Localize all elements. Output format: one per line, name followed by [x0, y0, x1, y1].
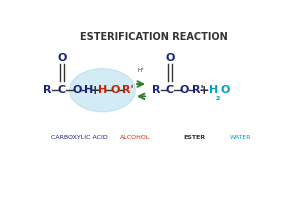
- Text: O: O: [165, 53, 175, 63]
- Text: H⁺: H⁺: [137, 68, 145, 73]
- Ellipse shape: [70, 69, 135, 112]
- Text: ESTER: ESTER: [183, 135, 206, 140]
- Text: ALCOHOL: ALCOHOL: [120, 135, 150, 140]
- Text: O: O: [72, 85, 82, 95]
- Text: H: H: [84, 85, 93, 95]
- Text: +: +: [90, 84, 101, 97]
- Text: R': R': [192, 85, 204, 95]
- Text: H: H: [98, 85, 107, 95]
- Text: H: H: [209, 85, 218, 95]
- Text: ESTERIFICATION REACTION: ESTERIFICATION REACTION: [80, 32, 228, 42]
- Text: 2: 2: [216, 96, 220, 101]
- Text: C: C: [58, 85, 66, 95]
- Text: C: C: [166, 85, 174, 95]
- Text: CARBOXYLIC ACID: CARBOXYLIC ACID: [51, 135, 108, 140]
- Text: R: R: [43, 85, 51, 95]
- Text: O: O: [57, 53, 67, 63]
- Text: O: O: [110, 85, 120, 95]
- Text: R: R: [152, 85, 160, 95]
- Text: WATER: WATER: [230, 135, 252, 140]
- Text: O: O: [221, 85, 230, 95]
- Text: R': R': [122, 85, 134, 95]
- Text: +: +: [198, 84, 209, 97]
- Text: O: O: [180, 85, 189, 95]
